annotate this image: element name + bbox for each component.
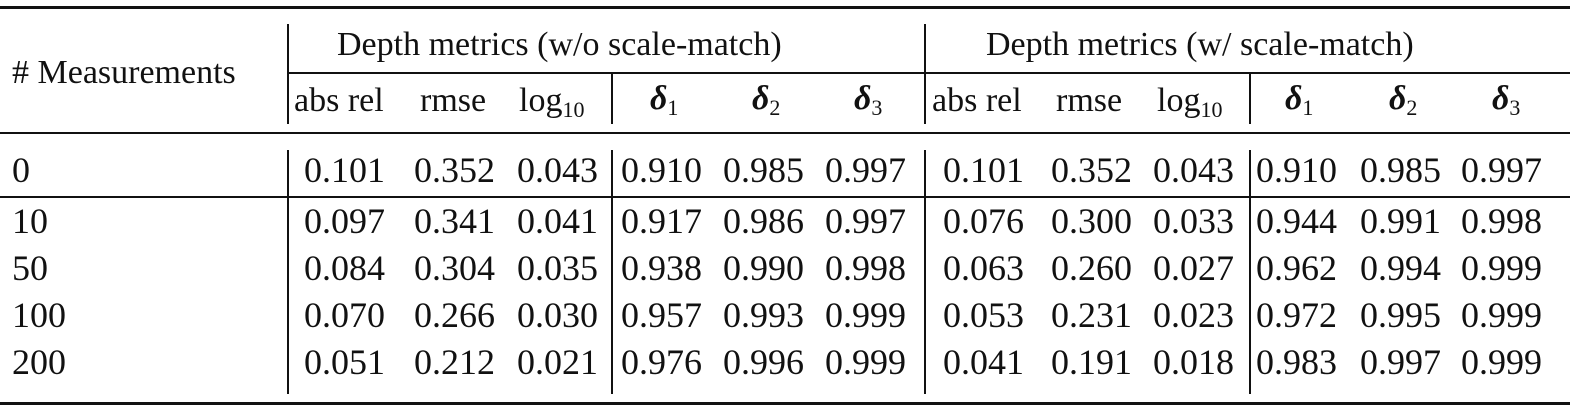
metric-cell: 0.997 bbox=[825, 150, 906, 190]
metric-cell: 0.063 bbox=[943, 248, 1024, 288]
measurement-count-cell: 0 bbox=[12, 150, 30, 190]
metric-cell: 0.991 bbox=[1360, 201, 1441, 241]
metric-cell: 0.999 bbox=[1461, 342, 1542, 382]
metric-cell: 0.097 bbox=[304, 201, 385, 241]
metric-cell: 0.043 bbox=[517, 150, 598, 190]
vline-header-mid bbox=[924, 24, 926, 124]
metric-cell: 0.027 bbox=[1153, 248, 1234, 288]
metric-cell: 0.997 bbox=[825, 201, 906, 241]
metric-cell: 0.051 bbox=[304, 342, 385, 382]
metric-cell: 0.231 bbox=[1051, 295, 1132, 335]
subheader-rmse: rmse bbox=[420, 82, 487, 119]
metric-cell: 0.043 bbox=[1153, 150, 1234, 190]
metric-cell: 0.041 bbox=[517, 201, 598, 241]
metric-cell: 0.917 bbox=[621, 201, 702, 241]
subheader-delta2-2: δ2 bbox=[1389, 80, 1418, 120]
metric-cell: 0.985 bbox=[723, 150, 804, 190]
metric-cell: 0.986 bbox=[723, 201, 804, 241]
metric-cell: 0.191 bbox=[1051, 342, 1132, 382]
metric-cell: 0.997 bbox=[1360, 342, 1441, 382]
metric-cell: 0.084 bbox=[304, 248, 385, 288]
metric-cell: 0.999 bbox=[1461, 295, 1542, 335]
metric-cell: 0.076 bbox=[943, 201, 1024, 241]
metric-cell: 0.021 bbox=[517, 342, 598, 382]
metric-cell: 0.266 bbox=[414, 295, 495, 335]
group-header-wo: Depth metrics (w/o scale-match) bbox=[337, 26, 782, 63]
metric-cell: 0.999 bbox=[825, 342, 906, 382]
subheader-rmse-2: rmse bbox=[1056, 82, 1123, 119]
subheader-delta2: δ2 bbox=[752, 80, 781, 120]
metric-cell: 0.997 bbox=[1461, 150, 1542, 190]
metric-cell: 0.041 bbox=[943, 342, 1024, 382]
metric-cell: 0.910 bbox=[621, 150, 702, 190]
metric-cell: 0.023 bbox=[1153, 295, 1234, 335]
measurement-count-cell: 10 bbox=[12, 201, 48, 241]
metric-cell: 0.996 bbox=[723, 342, 804, 382]
metric-cell: 0.999 bbox=[825, 295, 906, 335]
vline-sub-left-1 bbox=[611, 74, 613, 124]
group-underline bbox=[289, 72, 1570, 74]
subheader-log10: log10 bbox=[519, 82, 585, 122]
metric-cell: 0.944 bbox=[1256, 201, 1337, 241]
subheader-abs-rel: abs rel bbox=[294, 82, 384, 119]
metric-cell: 0.962 bbox=[1256, 248, 1337, 288]
bottom-rule bbox=[0, 402, 1570, 405]
metric-cell: 0.910 bbox=[1256, 150, 1337, 190]
metric-cell: 0.304 bbox=[414, 248, 495, 288]
vline-sub-left-2 bbox=[1249, 74, 1251, 124]
vline-body-mid3 bbox=[1249, 150, 1251, 394]
metric-cell: 0.053 bbox=[943, 295, 1024, 335]
metric-cell: 0.352 bbox=[414, 150, 495, 190]
subheader-delta3: δ3 bbox=[854, 80, 883, 120]
vline-header-left bbox=[287, 24, 289, 124]
metric-cell: 0.260 bbox=[1051, 248, 1132, 288]
metric-cell: 0.998 bbox=[825, 248, 906, 288]
top-rule bbox=[0, 6, 1570, 9]
metric-cell: 0.341 bbox=[414, 201, 495, 241]
metric-cell: 0.035 bbox=[517, 248, 598, 288]
subheader-log10-2: log10 bbox=[1157, 82, 1223, 122]
header-rule bbox=[0, 132, 1570, 134]
subheader-delta1: δ1 bbox=[650, 80, 679, 120]
metric-cell: 0.985 bbox=[1360, 150, 1441, 190]
metric-cell: 0.938 bbox=[621, 248, 702, 288]
metric-cell: 0.998 bbox=[1461, 201, 1542, 241]
group-rule bbox=[0, 196, 1570, 198]
measurement-count-cell: 200 bbox=[12, 342, 66, 382]
metric-cell: 0.030 bbox=[517, 295, 598, 335]
metric-cell: 0.990 bbox=[723, 248, 804, 288]
metric-cell: 0.999 bbox=[1461, 248, 1542, 288]
metric-cell: 0.300 bbox=[1051, 201, 1132, 241]
row-header-label: # Measurements bbox=[12, 54, 236, 91]
metric-cell: 0.983 bbox=[1256, 342, 1337, 382]
vline-body-mid1 bbox=[611, 150, 613, 394]
metric-cell: 0.957 bbox=[621, 295, 702, 335]
measurement-count-cell: 100 bbox=[12, 295, 66, 335]
group-header-w: Depth metrics (w/ scale-match) bbox=[986, 26, 1414, 63]
metric-cell: 0.976 bbox=[621, 342, 702, 382]
metric-cell: 0.070 bbox=[304, 295, 385, 335]
metric-cell: 0.972 bbox=[1256, 295, 1337, 335]
metric-cell: 0.352 bbox=[1051, 150, 1132, 190]
vline-body-mid2 bbox=[924, 150, 926, 394]
metric-cell: 0.033 bbox=[1153, 201, 1234, 241]
metric-cell: 0.993 bbox=[723, 295, 804, 335]
metric-cell: 0.995 bbox=[1360, 295, 1441, 335]
subheader-abs-rel-2: abs rel bbox=[932, 82, 1022, 119]
vline-body-left bbox=[287, 150, 289, 394]
metric-cell: 0.212 bbox=[414, 342, 495, 382]
metric-cell: 0.101 bbox=[304, 150, 385, 190]
subheader-delta3-2: δ3 bbox=[1492, 80, 1521, 120]
measurement-count-cell: 50 bbox=[12, 248, 48, 288]
metric-cell: 0.101 bbox=[943, 150, 1024, 190]
metric-cell: 0.994 bbox=[1360, 248, 1441, 288]
subheader-delta1-2: δ1 bbox=[1285, 80, 1314, 120]
metric-cell: 0.018 bbox=[1153, 342, 1234, 382]
